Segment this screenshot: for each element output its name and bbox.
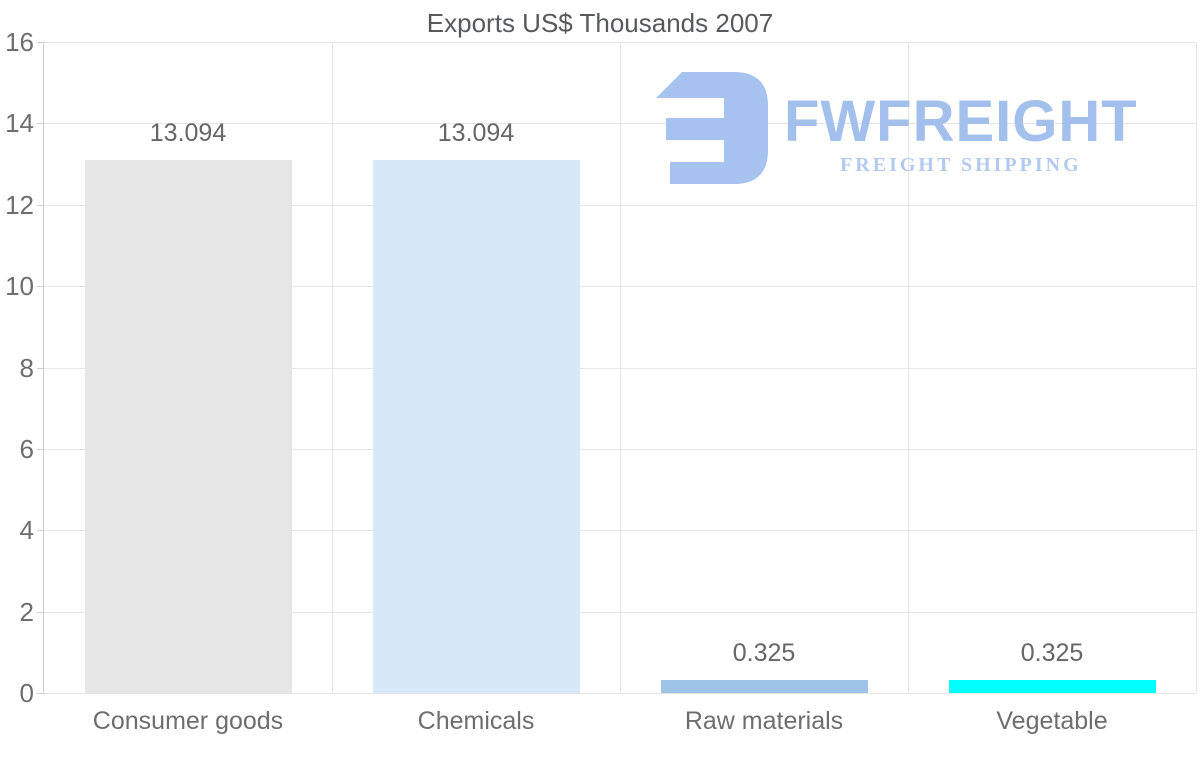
y-tick-label-4: 4 xyxy=(19,515,34,546)
gridline-x-2 xyxy=(620,42,621,693)
bar-consumer-goods[interactable] xyxy=(84,160,292,693)
gridline-x-4 xyxy=(1196,42,1197,693)
y-tick-label-0: 0 xyxy=(19,678,34,708)
y-tick-label-10: 10 xyxy=(5,271,34,302)
y-tick-16 xyxy=(37,42,44,43)
watermark-tagline-text: FREIGHT SHIPPING xyxy=(840,154,1082,176)
x-axis-label-vegetable: Vegetable xyxy=(996,707,1108,735)
chart-title: Exports US$ Thousands 2007 xyxy=(426,8,774,38)
y-tick-label-16: 16 xyxy=(5,27,34,57)
fwfreight-watermark: FWFREIGHT FREIGHT SHIPPING xyxy=(648,68,1138,188)
y-tick-4 xyxy=(37,530,44,532)
bar-chemicals[interactable] xyxy=(372,160,580,693)
fwfreight-logo-icon xyxy=(656,72,768,184)
bar-value-label-consumer-goods: 13.094 xyxy=(149,119,227,148)
bar-value-label-raw-materials: 0.325 xyxy=(732,638,796,667)
y-tick-label-6: 6 xyxy=(19,433,34,464)
y-tick-14 xyxy=(37,123,44,125)
y-tick-0 xyxy=(37,693,44,694)
fwfreight-logo-text: FWFREIGHT FREIGHT SHIPPING xyxy=(784,89,1138,177)
bar-value-label-chemicals: 13.094 xyxy=(437,119,515,148)
x-axis-label-chemicals: Chemicals xyxy=(417,707,535,735)
y-tick-8 xyxy=(37,367,44,369)
y-tick-label-14: 14 xyxy=(5,108,34,139)
x-axis-label-raw-materials: Raw materials xyxy=(684,707,844,735)
y-tick-12 xyxy=(37,204,44,206)
y-tick-label-8: 8 xyxy=(19,352,34,383)
bar-value-label-vegetable: 0.325 xyxy=(1020,638,1084,667)
y-tick-10 xyxy=(37,286,44,288)
bar-raw-materials[interactable] xyxy=(660,679,868,693)
y-tick-label-12: 12 xyxy=(5,189,34,220)
bar-vegetable[interactable] xyxy=(948,679,1156,693)
plot-area: 13.094 13.094 0.325 0.325 xyxy=(43,42,1197,694)
watermark-brand-text: FWFREIGHT xyxy=(784,89,1138,154)
y-tick-label-2: 2 xyxy=(19,596,34,627)
x-axis-label-consumer-goods: Consumer goods xyxy=(92,707,284,735)
gridline-x-1 xyxy=(332,42,333,693)
gridline-x-3 xyxy=(908,42,909,693)
y-tick-2 xyxy=(37,611,44,613)
y-tick-6 xyxy=(37,448,44,450)
gridline-y-0 xyxy=(44,693,1196,694)
